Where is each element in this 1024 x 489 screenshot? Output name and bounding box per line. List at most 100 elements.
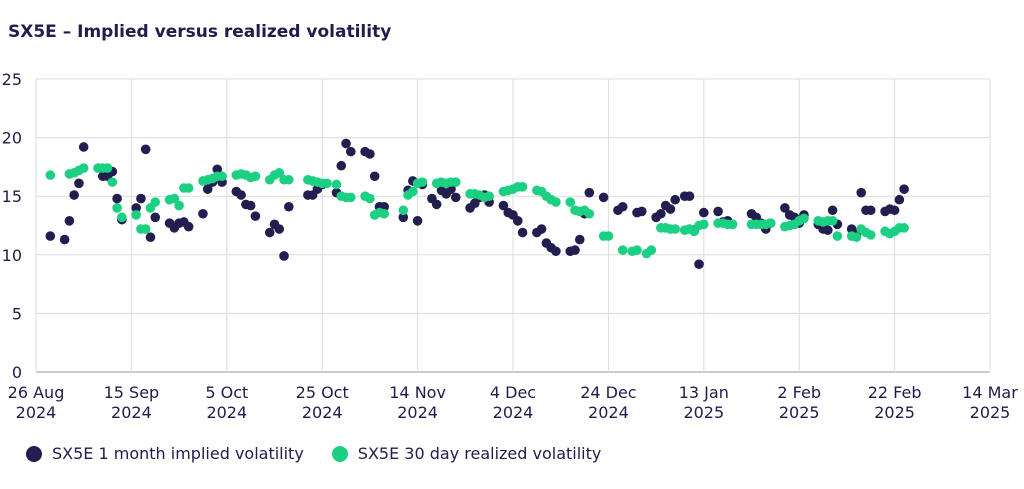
point-implied-13	[140, 144, 151, 155]
legend: SX5E 1 month implied volatility SX5E 30 …	[26, 444, 629, 463]
point-implied-20	[183, 221, 194, 232]
point-implied-55	[431, 199, 442, 210]
legend-item-realized[interactable]: SX5E 30 day realized volatility	[331, 444, 602, 463]
point-implied-79	[584, 187, 595, 198]
legend-swatch-implied	[26, 445, 42, 462]
point-implied-89	[670, 194, 680, 205]
point-implied-3	[69, 190, 79, 200]
point-implied-22	[202, 184, 213, 194]
point-realized-86	[646, 245, 657, 255]
point-realized-7	[102, 163, 113, 173]
point-implied-94	[699, 207, 709, 218]
y-tick-label-10: 10	[2, 246, 22, 265]
x-tick-label-6: 24 Dec 2024	[580, 383, 636, 422]
point-implied-68	[512, 216, 523, 226]
legend-swatch-realized	[331, 445, 348, 462]
point-implied-1	[59, 234, 70, 245]
point-realized-81	[603, 231, 614, 241]
point-realized-99	[727, 219, 738, 230]
point-implied-43	[346, 146, 356, 157]
point-realized-113	[827, 216, 838, 226]
point-realized-84	[632, 245, 642, 255]
grid-layer	[35, 78, 991, 373]
point-implied-112	[827, 205, 838, 216]
point-realized-35	[284, 174, 294, 185]
point-implied-122	[894, 194, 905, 205]
point-implied-29	[245, 200, 256, 211]
point-realized-116	[851, 232, 862, 243]
point-implied-123	[899, 184, 909, 194]
x-tick-label-10: 14 Mar 2025	[962, 383, 1018, 422]
point-implied-21	[198, 208, 208, 219]
point-realized-33	[274, 167, 285, 178]
point-implied-80	[598, 192, 609, 203]
point-implied-45	[365, 149, 375, 159]
point-implied-12	[136, 193, 146, 204]
axis-layer: 0 5 10 15 20 25 26 Aug 2024 15 Sep 2024 5 Oct 2024 2…	[2, 70, 1019, 422]
point-implied-69	[517, 227, 528, 238]
chart-title: SX5E – Implied versus realized volatilit…	[8, 22, 392, 42]
point-realized-124	[899, 223, 909, 233]
point-realized-18	[174, 200, 184, 211]
point-realized-114	[832, 231, 843, 241]
point-realized-82	[617, 245, 628, 255]
point-implied-15	[150, 212, 161, 223]
point-realized-25	[217, 171, 227, 182]
point-implied-65	[498, 200, 509, 211]
point-realized-15	[150, 197, 161, 207]
point-implied-46	[369, 171, 380, 182]
point-realized-95	[699, 219, 709, 230]
point-implied-34	[279, 251, 289, 261]
point-realized-75	[565, 197, 576, 207]
point-realized-11	[131, 210, 141, 220]
y-tick-label-15: 15	[2, 187, 22, 206]
point-realized-90	[670, 224, 680, 234]
point-realized-104	[765, 218, 776, 228]
point-realized-41	[331, 179, 342, 190]
point-realized-50	[398, 205, 409, 216]
x-tick-label-1: 15 Sep 2024	[104, 383, 160, 422]
point-realized-119	[865, 230, 876, 240]
point-realized-64	[484, 191, 494, 201]
x-tick-label-7: 13 Jan 2025	[679, 383, 729, 422]
point-realized-40	[322, 178, 332, 189]
point-realized-8	[107, 177, 118, 187]
point-implied-77	[574, 234, 585, 245]
point-implied-33	[274, 224, 285, 234]
point-realized-109	[799, 213, 809, 224]
point-implied-74	[551, 246, 561, 257]
point-implied-49	[398, 212, 409, 223]
x-tick-label-8: 2 Feb 2025	[777, 383, 821, 422]
point-realized-13	[140, 224, 151, 234]
point-realized-79	[584, 208, 595, 219]
point-realized-59	[450, 177, 461, 187]
legend-label-realized: SX5E 30 day realized volatility	[357, 444, 602, 463]
point-realized-44	[346, 192, 356, 203]
point-implied-5	[78, 142, 89, 152]
y-tick-label-0: 0	[12, 363, 22, 382]
point-implied-86	[656, 208, 666, 219]
point-implied-71	[536, 224, 547, 234]
point-implied-91	[684, 191, 695, 201]
point-implied-52	[412, 216, 423, 226]
legend-item-implied[interactable]: SX5E 1 month implied volatility	[26, 444, 304, 463]
point-implied-0	[45, 231, 56, 241]
point-implied-95	[713, 206, 723, 217]
y-tick-label-25: 25	[2, 70, 22, 89]
point-implied-41	[336, 160, 347, 171]
point-realized-69	[517, 182, 528, 192]
point-realized-30	[250, 171, 261, 182]
x-tick-label-3: 25 Oct 2024	[296, 383, 349, 422]
x-tick-label-9: 22 Feb 2025	[868, 383, 922, 422]
point-implied-118	[865, 205, 876, 216]
point-realized-20	[183, 183, 194, 193]
point-implied-35	[284, 201, 294, 212]
point-implied-82	[617, 201, 628, 212]
point-implied-42	[341, 138, 351, 149]
point-implied-11	[131, 203, 141, 213]
point-realized-54	[417, 177, 428, 187]
point-realized-52	[408, 186, 418, 197]
point-implied-27	[236, 190, 246, 200]
point-realized-9	[112, 203, 122, 213]
volatility-chart: 0 5 10 15 20 25 26 Aug 2024 15 Sep 2024 5 Oct 2024 2…	[2, 70, 1019, 422]
